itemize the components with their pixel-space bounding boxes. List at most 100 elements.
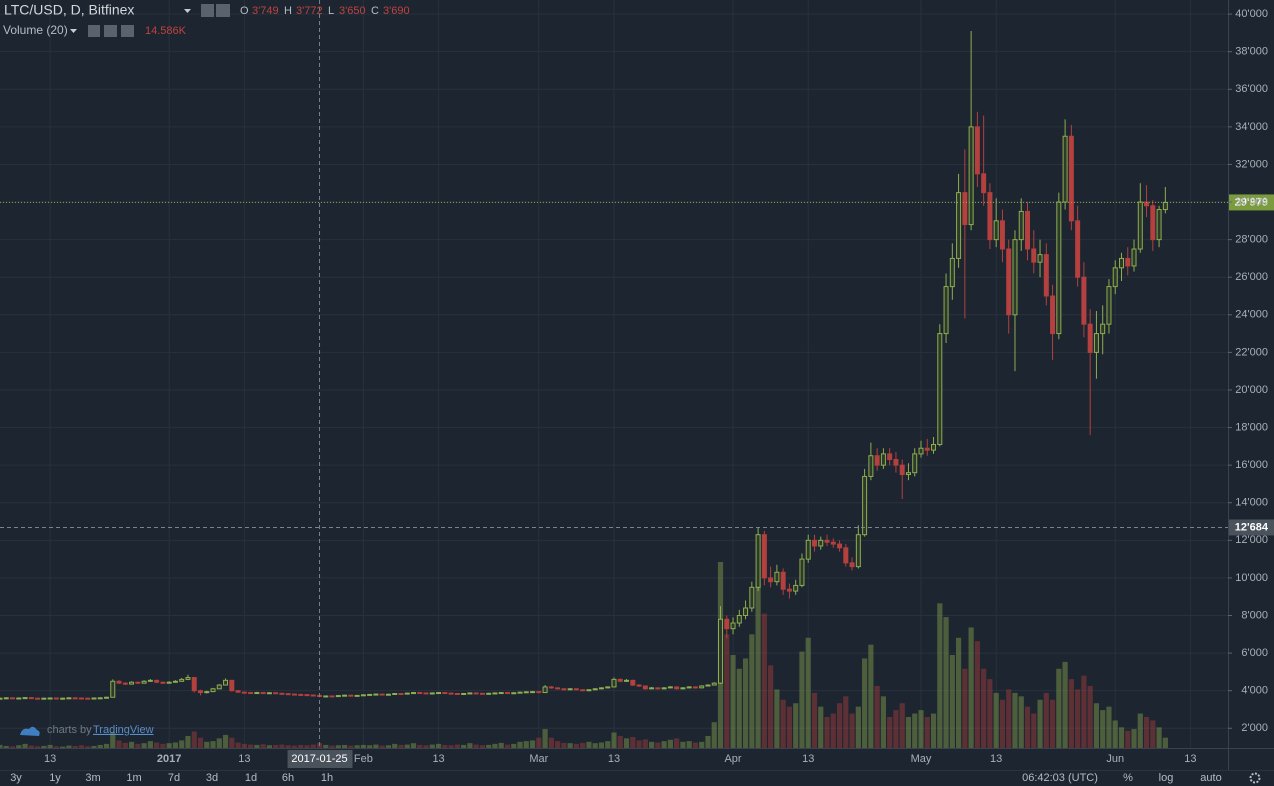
volume-bar — [9, 746, 16, 748]
volume-bar — [60, 746, 66, 748]
candle-body — [774, 571, 780, 583]
candle-body — [367, 693, 373, 696]
candle-body — [598, 687, 604, 690]
volume-bar — [392, 743, 398, 748]
candle-body — [1093, 333, 1099, 353]
volume-bar — [1125, 730, 1131, 748]
open-value: 3'749 — [252, 5, 279, 17]
candle-body — [216, 684, 222, 690]
candle-body — [868, 455, 874, 477]
x-tick-label: 13 — [802, 753, 814, 765]
settings-gear[interactable] — [1249, 772, 1261, 784]
volume-bar — [1131, 729, 1137, 748]
y-tick-label: 6'000 — [1241, 647, 1268, 659]
candle-body — [1137, 201, 1143, 250]
toolbar: 3y 1y 3m 1m 7d 3d 1d 6h 1h — [10, 772, 333, 784]
remove-icon[interactable] — [121, 25, 134, 37]
volume-bar — [410, 743, 417, 748]
candle-body — [1062, 135, 1068, 203]
dropdown-arrow[interactable] — [70, 29, 77, 33]
volume-bar — [72, 745, 78, 748]
candle-body — [605, 686, 611, 689]
range-button[interactable]: 3y — [10, 772, 22, 784]
y-tick-label: 40'000 — [1235, 8, 1268, 20]
log-toggle[interactable]: log — [1159, 772, 1174, 784]
volume-bar — [34, 746, 41, 748]
candle-body — [830, 541, 836, 545]
range-button[interactable]: 1h — [321, 772, 333, 784]
volume-bar — [511, 743, 517, 748]
candle-body — [968, 126, 974, 226]
volume-bar — [674, 738, 680, 748]
volume-bar — [1049, 699, 1056, 748]
watermark-link[interactable]: TradingView — [93, 724, 154, 736]
candle-body — [486, 692, 492, 695]
candle-body — [1012, 239, 1018, 316]
range-button[interactable]: 7d — [168, 772, 180, 784]
candle-body — [849, 562, 855, 568]
settings-icon[interactable] — [201, 4, 214, 17]
candle-body — [179, 678, 185, 682]
x-tick-label: 13 — [432, 753, 444, 765]
range-button[interactable]: 6h — [282, 772, 294, 784]
volume-bar — [1031, 713, 1037, 748]
volume-bar — [642, 739, 648, 748]
volume-bar — [429, 744, 435, 748]
volume-value: 14.586K — [145, 25, 187, 37]
candle-body — [749, 586, 755, 609]
volume-title[interactable]: Volume (20) — [3, 23, 68, 37]
range-button[interactable]: 1m — [126, 772, 141, 784]
y-tick-label: 12'000 — [1235, 534, 1268, 546]
volume-bar — [461, 744, 467, 748]
range-button[interactable]: 1d — [245, 772, 257, 784]
candle-body — [223, 679, 229, 686]
volume-bar — [116, 740, 122, 748]
range-button[interactable]: 1y — [49, 772, 61, 784]
volume-bar — [248, 744, 254, 748]
candle-body — [542, 686, 548, 694]
candle-body — [711, 682, 717, 686]
candle-body — [1025, 210, 1031, 250]
candle-body — [104, 696, 110, 699]
range-button[interactable]: 3d — [206, 772, 218, 784]
candle-body — [837, 543, 843, 549]
auto-toggle[interactable]: auto — [1200, 772, 1221, 784]
volume-bar — [323, 744, 329, 748]
volume-bar — [630, 736, 636, 748]
candle-body — [905, 472, 911, 476]
candle-body — [210, 688, 216, 693]
candle-body — [655, 687, 661, 690]
range-button[interactable]: 3m — [85, 772, 100, 784]
volume-bar — [1143, 717, 1150, 748]
format-icon[interactable] — [216, 4, 230, 17]
volume-bar — [467, 743, 473, 748]
candle-body — [780, 571, 786, 590]
y-tick-label: 16'000 — [1235, 459, 1268, 471]
percent-toggle[interactable]: % — [1123, 772, 1133, 784]
volume-bar — [692, 742, 699, 748]
volume-bar — [1062, 661, 1068, 748]
candle-body — [667, 686, 673, 689]
volume-bar — [699, 741, 705, 748]
candle-body — [987, 192, 993, 241]
candle-body — [1118, 257, 1124, 269]
candle-body — [523, 691, 529, 694]
volume-bar — [241, 743, 247, 748]
candle-body — [999, 220, 1005, 250]
candle-body — [962, 192, 968, 226]
candle-body — [793, 584, 799, 592]
candle-body — [548, 686, 554, 689]
y-tick-label: 26'000 — [1235, 271, 1268, 283]
symbol-title[interactable]: LTC/USD, D, Bitfinex — [4, 2, 134, 18]
settings-icon[interactable] — [88, 25, 100, 37]
y-tick-label: 22'000 — [1235, 346, 1268, 358]
format-icon[interactable] — [104, 25, 117, 37]
dropdown-arrow[interactable] — [184, 9, 191, 13]
volume-bar — [868, 644, 874, 748]
volume-bars — [0, 562, 1168, 748]
y-tick-label: 34'000 — [1235, 121, 1268, 133]
volume-bar — [285, 745, 291, 748]
candle-body — [511, 692, 517, 695]
volume-bar — [586, 741, 592, 748]
x-tick-label: 13 — [608, 753, 620, 765]
